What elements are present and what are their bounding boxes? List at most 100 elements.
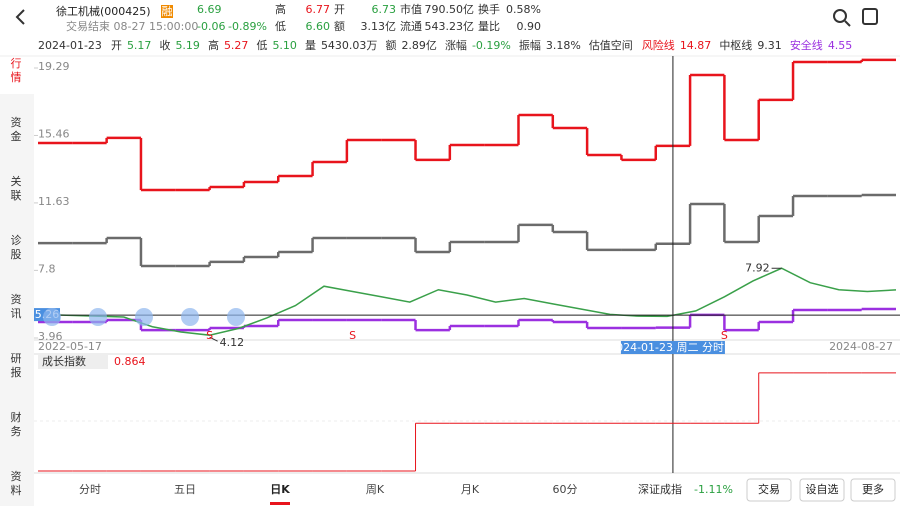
sidebar-item[interactable]: 讯 [11,307,22,320]
quote-value: 6.77 [306,3,331,16]
event-bubble[interactable] [227,308,245,326]
action-button[interactable]: 设自选 [806,483,839,496]
sidebar-item[interactable]: 资 [11,470,22,483]
change: -0.06 [197,20,225,33]
crosshair-date-bg [620,341,725,354]
y-tick-label: 3.96 [38,330,63,343]
quote-value: 3.13亿 [361,20,397,33]
sidebar-active [0,36,34,94]
status: 交易结束 08-27 15:00:00 [66,19,198,33]
period-tab[interactable]: 周K [366,483,385,496]
sidebar-item[interactable]: 务 [11,425,22,438]
period-tab[interactable]: 月K [461,483,480,496]
min-arrow [209,336,218,342]
sidebar-item[interactable]: 资 [11,293,22,306]
info-label: 估值空间 [589,38,633,52]
quote-label: 开 [334,3,345,16]
info-value: 5.19 [175,39,200,52]
quote-value: 6.73 [372,3,397,16]
event-bubble[interactable] [135,308,153,326]
index-name: 深证成指 [638,482,682,496]
signal: S [206,329,213,342]
info-value: 14.87 [680,39,712,52]
info-value: 5.17 [127,39,152,52]
info-label: 高 [208,38,219,52]
sidebar-item[interactable]: 资 [11,116,22,129]
min-label: 4.12 [220,336,245,349]
sidebar-item[interactable]: 行 [11,57,22,70]
sidebar-item[interactable]: 金 [11,129,22,143]
info-label: 风险线 [642,38,675,52]
quote-label: 流通 [400,19,422,33]
x-end: 2024-08-27 [829,340,893,353]
signal: S [349,329,356,342]
sidebar-item[interactable]: 报 [11,365,22,379]
period-tab[interactable]: 五日 [174,483,196,496]
indicator-title[interactable]: 成长指数 [42,354,86,368]
quote-label: 换手 [478,2,500,16]
sidebar-item[interactable]: 财 [11,410,22,424]
quote-label: 市值 [400,2,422,16]
info-label: 涨幅 [445,39,467,52]
sidebar-item[interactable]: 关 [11,174,22,188]
info-label: 低 [256,39,267,52]
info-label: 安全线 [790,38,823,52]
sidebar-item[interactable]: 料 [11,483,22,497]
search-icon[interactable] [833,9,847,23]
x-start: 2022-05-17 [38,340,102,353]
period-tab[interactable]: 分时 [79,483,101,496]
tab-underline [270,502,290,505]
sidebar-bg [0,36,34,506]
change-pct: -0.89% [228,20,267,33]
back-button[interactable] [15,9,25,25]
info-value: 9.31 [757,39,782,52]
info-label: 振幅 [519,38,541,52]
sidebar-item[interactable]: 情 [11,71,22,84]
action-button-bg[interactable] [799,478,845,502]
sidebar-item[interactable]: 研 [11,352,22,365]
badge-bg [161,5,173,18]
sidebar-item[interactable]: 联 [11,189,22,202]
indicator-select[interactable] [38,355,108,369]
quote-label: 低 [275,20,286,33]
signal: S [721,329,728,342]
info-label: 收 [159,38,170,52]
quote-label: 额 [334,20,345,33]
badge: 融 [162,5,173,18]
action-button-bg[interactable] [850,478,896,502]
y-tick-label: 11.63 [38,195,70,208]
y-tick-label: 7.8 [38,262,56,275]
period-tab[interactable]: 60分 [553,483,578,496]
info-value: 2.89亿 [401,39,437,52]
info-label: 中枢线 [719,38,752,52]
max-label: 7.92 [745,261,770,274]
crosshair-date[interactable]: 2024-01-23 周二 分时 > [609,341,737,354]
info-value: -0.19% [472,39,511,52]
sidebar-item[interactable]: 股 [11,248,22,261]
price-line [37,267,897,336]
period-tab[interactable]: 日K [270,483,290,496]
action-button-bg[interactable] [746,478,792,502]
menu-icon[interactable] [862,8,878,25]
indicator-value: 0.864 [114,355,146,368]
info-label: 额 [385,39,396,52]
index-change: -1.11% [694,483,733,496]
sidebar-item[interactable]: 诊 [11,233,22,247]
info-value: 4.55 [828,39,853,52]
quote-value: 0.90 [517,20,542,33]
event-bubble[interactable] [181,308,199,326]
quote-value: 6.60 [306,20,331,33]
info-value: 5.10 [272,39,297,52]
stock-name: 徐工机械(000425) [56,4,151,18]
action-button[interactable]: 更多 [862,482,884,496]
event-bubble[interactable] [89,308,107,326]
price: 6.69 [197,3,222,16]
event-bubble[interactable] [43,308,61,326]
quote-value: 543.23亿 [425,20,475,33]
y-tick-label: 15.46 [38,127,70,140]
search-icon-handle [844,20,851,27]
action-button[interactable]: 交易 [758,482,780,496]
quote-value: 790.50亿 [425,3,475,16]
